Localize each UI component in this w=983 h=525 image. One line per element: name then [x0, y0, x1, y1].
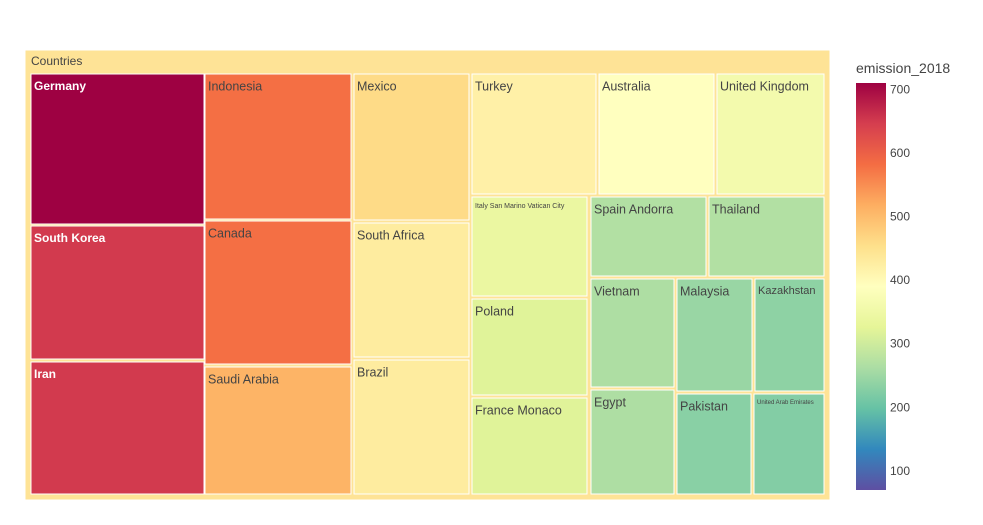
colorbar-tick-300: 300 [890, 337, 910, 351]
tile-label-france-monaco: France Monaco [475, 404, 562, 418]
tile-label-poland: Poland [475, 305, 514, 319]
tile-turkey[interactable] [471, 73, 597, 195]
tile-kazakhstan[interactable] [754, 278, 825, 392]
tile-poland[interactable] [471, 298, 588, 396]
tile-label-australia: Australia [602, 80, 651, 94]
tile-pakistan[interactable] [676, 393, 752, 495]
tile-label-turkey: Turkey [475, 80, 513, 94]
tile-brazil[interactable] [353, 359, 470, 495]
colorbar-tick-100: 100 [890, 464, 910, 478]
tile-mexico[interactable] [353, 73, 470, 221]
tile-label-malaysia: Malaysia [680, 285, 729, 299]
tile-malaysia[interactable] [676, 278, 753, 392]
tile-saudi-arabia[interactable] [204, 366, 352, 495]
tile-vietnam[interactable] [590, 278, 675, 388]
tile-south-korea[interactable] [30, 225, 205, 360]
tile-indonesia[interactable] [204, 73, 352, 220]
tile-label-egypt: Egypt [594, 396, 626, 410]
tile-label-south-korea: South Korea [34, 231, 106, 245]
treemap-tiles: Germany South Korea Iran Indonesia Canada Sau… [30, 73, 825, 495]
tile-label-thailand: Thailand [712, 203, 760, 217]
tile-label-kazakhstan: Kazakhstan [758, 285, 815, 297]
colorbar-tick-400: 400 [890, 273, 910, 287]
tile-label-mexico: Mexico [357, 80, 397, 94]
colorbar-tick-700: 700 [890, 82, 910, 96]
colorbar: emission_2018 100 200 300 400 500 600 700 [856, 60, 950, 490]
tile-spain-andorra[interactable] [590, 196, 707, 277]
colorbar-tick-500: 500 [890, 210, 910, 224]
colorbar-tick-600: 600 [890, 146, 910, 160]
tile-label-iran: Iran [34, 367, 56, 381]
colorbar-tick-200: 200 [890, 400, 910, 414]
tile-label-pakistan: Pakistan [680, 400, 728, 414]
tile-label-south-africa: South Africa [357, 229, 424, 243]
tile-egypt[interactable] [590, 389, 675, 495]
tile-label-italy-san-marino-vatican-city: Italy San Marino Vatican City [475, 203, 565, 210]
colorbar-gradient [856, 83, 886, 490]
tile-label-germany: Germany [34, 79, 86, 93]
colorbar-title: emission_2018 [856, 60, 950, 76]
tile-label-saudi-arabia: Saudi Arabia [208, 373, 279, 387]
tile-south-africa[interactable] [353, 222, 470, 358]
tile-thailand[interactable] [708, 196, 825, 277]
tile-iran[interactable] [30, 361, 205, 495]
tile-label-brazil: Brazil [357, 366, 388, 380]
tile-germany[interactable] [30, 73, 205, 225]
tile-australia[interactable] [598, 73, 715, 195]
tile-canada[interactable] [204, 220, 352, 365]
tile-label-united-arab-emirates: United Arab Emirates [757, 400, 814, 406]
treemap-root-label: Countries [31, 54, 82, 68]
tile-italy-san-marino-vatican-city[interactable] [471, 196, 588, 297]
tile-label-united-kingdom: United Kingdom [720, 80, 809, 94]
tile-label-vietnam: Vietnam [594, 285, 640, 299]
tile-label-canada: Canada [208, 227, 252, 241]
tile-united-arab-emirates[interactable] [753, 393, 825, 495]
tile-label-indonesia: Indonesia [208, 80, 262, 94]
tile-france-monaco[interactable] [471, 397, 588, 495]
tile-united-kingdom[interactable] [716, 73, 825, 195]
tile-label-spain-andorra: Spain Andorra [594, 203, 673, 217]
